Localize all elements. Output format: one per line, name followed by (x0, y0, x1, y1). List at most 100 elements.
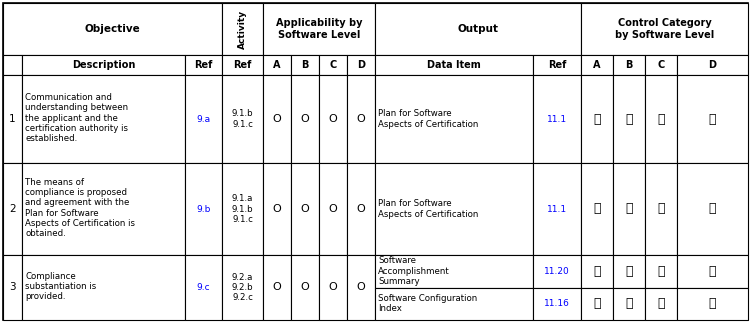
Text: 11.1: 11.1 (547, 204, 567, 214)
Bar (347, 255, 375, 320)
Text: Ref: Ref (234, 60, 252, 70)
Bar (185, 75, 222, 163)
Text: O: O (357, 204, 366, 214)
Bar (645, 75, 677, 163)
Bar (222, 163, 263, 255)
Bar (22, 55, 185, 75)
Text: Communication and
understanding between
the applicant and the
certification auth: Communication and understanding between … (25, 93, 128, 143)
Bar (613, 75, 645, 163)
Text: O: O (300, 204, 309, 214)
Bar (291, 55, 319, 75)
Text: 9.2.a
9.2.b
9.2.c: 9.2.a 9.2.b 9.2.c (232, 273, 253, 302)
Bar (319, 163, 347, 255)
Bar (319, 75, 347, 163)
Bar (347, 163, 375, 255)
Bar (581, 255, 613, 287)
Text: O: O (273, 283, 282, 293)
Bar (581, 287, 613, 320)
Bar (185, 55, 222, 75)
Text: Software
Accomplishment
Summary: Software Accomplishment Summary (378, 256, 450, 286)
Text: A: A (593, 60, 601, 70)
Bar (347, 75, 375, 163)
Text: 1: 1 (9, 114, 16, 124)
Bar (677, 75, 748, 163)
Bar (375, 163, 533, 255)
Bar (3, 255, 22, 320)
Bar (375, 287, 533, 320)
Text: D: D (708, 60, 716, 70)
Bar (645, 55, 677, 75)
Bar (22, 163, 185, 255)
Bar (533, 255, 581, 287)
Text: ⓘ: ⓘ (709, 297, 716, 310)
Text: 9.a: 9.a (197, 114, 210, 123)
Bar (263, 3, 375, 55)
Bar (222, 75, 263, 163)
Text: ⓘ: ⓘ (657, 203, 665, 215)
Bar (613, 163, 645, 255)
Bar (291, 255, 319, 320)
Bar (291, 163, 319, 255)
Bar (581, 75, 613, 163)
Text: O: O (300, 114, 309, 124)
Text: Output: Output (457, 24, 499, 34)
Text: ⓘ: ⓘ (657, 265, 665, 278)
Text: B: B (301, 60, 309, 70)
Text: C: C (330, 60, 336, 70)
Text: A: A (273, 60, 281, 70)
Bar (22, 75, 185, 163)
Bar (3, 75, 22, 163)
Bar (613, 287, 645, 320)
Text: Software Configuration
Index: Software Configuration Index (378, 294, 477, 313)
Text: O: O (357, 114, 366, 124)
Bar (677, 287, 748, 320)
Text: 11.20: 11.20 (544, 267, 570, 276)
Text: Compliance
substantiation is
provided.: Compliance substantiation is provided. (25, 272, 96, 301)
Text: 9.b: 9.b (196, 204, 211, 214)
Text: ⓘ: ⓘ (709, 265, 716, 278)
Text: Ref: Ref (195, 60, 213, 70)
Bar (375, 3, 581, 55)
Bar (645, 255, 677, 287)
Bar (319, 55, 347, 75)
Text: ⓘ: ⓘ (657, 112, 665, 126)
Text: ⓘ: ⓘ (593, 265, 601, 278)
Text: O: O (273, 204, 282, 214)
Bar (263, 75, 291, 163)
Bar (185, 255, 222, 320)
Text: ⓘ: ⓘ (626, 297, 633, 310)
Text: ⓘ: ⓘ (626, 112, 633, 126)
Text: ⓘ: ⓘ (657, 297, 665, 310)
Text: ⓘ: ⓘ (626, 203, 633, 215)
Bar (222, 255, 263, 320)
Text: O: O (300, 283, 309, 293)
Text: O: O (329, 283, 337, 293)
Bar (533, 287, 581, 320)
Text: Activity: Activity (238, 9, 247, 48)
Bar (581, 3, 748, 55)
Bar (185, 163, 222, 255)
Bar (581, 163, 613, 255)
Text: 2: 2 (9, 204, 16, 214)
Text: 11.16: 11.16 (544, 299, 570, 308)
Bar (3, 55, 22, 75)
Bar (613, 55, 645, 75)
Text: Data Item: Data Item (427, 60, 481, 70)
Text: 9.c: 9.c (197, 283, 210, 292)
Text: O: O (357, 283, 366, 293)
Text: Control Category
by Software Level: Control Category by Software Level (615, 18, 714, 40)
Bar (3, 3, 222, 55)
Text: ⓘ: ⓘ (709, 203, 716, 215)
Bar (645, 287, 677, 320)
Bar (375, 255, 533, 287)
Bar (533, 55, 581, 75)
Bar (581, 55, 613, 75)
Bar (263, 55, 291, 75)
Bar (222, 55, 263, 75)
Bar (375, 55, 533, 75)
Bar (22, 255, 185, 320)
Bar (3, 163, 22, 255)
Bar (677, 255, 748, 287)
Text: Applicability by
Software Level: Applicability by Software Level (276, 18, 362, 40)
Text: 9.1.b
9.1.c: 9.1.b 9.1.c (232, 109, 253, 129)
